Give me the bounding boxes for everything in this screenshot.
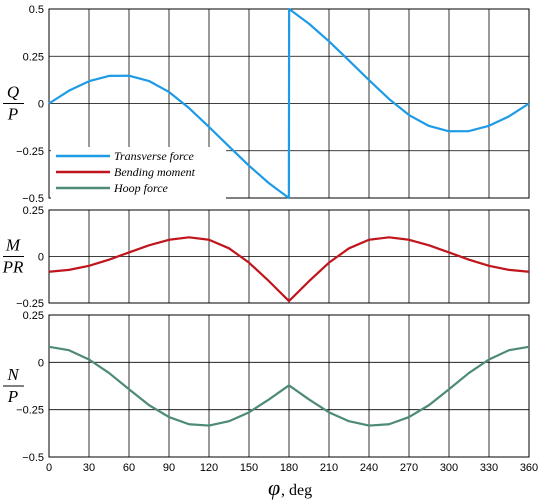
x-ticks: 0 30 60 90 120 150 180 210 240 270 300 330 360 (46, 462, 538, 474)
x-tick-label: 90 (163, 462, 175, 474)
panels: 0.50.250−0.25−0.5QP0.250−0.25MPR0.250−0.… (2, 4, 539, 474)
y-tick-label: 0.25 (23, 310, 44, 322)
x-tick-label: 30 (83, 462, 95, 474)
x-tick-label: 210 (320, 462, 338, 474)
panel-frame (48, 209, 530, 304)
y-tick-label: 0 (38, 252, 44, 264)
legend-label-hoop-force: Hoop force (113, 181, 169, 195)
legend-label-bending-moment: Bending moment (114, 165, 196, 179)
legend-label-transverse-force: Transverse force (114, 149, 195, 163)
series-line-3 (48, 345, 530, 427)
series-line-1 (48, 7, 530, 200)
y-axis-label-numerator: N (6, 365, 20, 384)
x-tick-label: 180 (280, 462, 298, 474)
y-tick-label: 0.5 (29, 4, 44, 16)
panel-frame (48, 314, 530, 458)
y-tick-label: −0.25 (16, 298, 44, 310)
legend: Transverse force Bending moment Hoop for… (51, 147, 226, 199)
panel-1: 0.5 0.25 0 −0.25 −0.5 QP (3, 4, 530, 205)
y-tick-label: 0 (38, 99, 44, 111)
x-tick-label: 330 (480, 462, 498, 474)
y-tick-label: 0.25 (23, 51, 44, 63)
y-tick-label: −0.25 (16, 146, 44, 158)
x-tick-label: 60 (123, 462, 135, 474)
x-tick-label: 270 (400, 462, 418, 474)
y-tick-label: 0.25 (23, 205, 44, 217)
y-tick-label: −0.5 (22, 193, 44, 205)
panel-3: 0.25 0 −0.25 −0.5 NP (3, 310, 530, 464)
x-tick-label: 0 (46, 462, 52, 474)
y-axis-label-denominator: P (7, 387, 18, 406)
y-tick-label: −0.25 (16, 405, 44, 417)
x-tick-label: 150 (240, 462, 258, 474)
y-tick-label: −0.5 (22, 452, 44, 464)
y-axis-label-numerator: M (5, 236, 21, 255)
x-tick-label: 360 (520, 462, 538, 474)
panel-2: 0.25 0 −0.25 M PR (2, 205, 530, 310)
x-tick-label: 240 (360, 462, 378, 474)
x-axis-label-symbol: φ (268, 475, 280, 500)
y-axis-label-denominator: P (7, 105, 18, 124)
x-axis-label-unit: , deg (281, 482, 312, 499)
series-line-2 (48, 236, 530, 303)
x-tick-label: 300 (440, 462, 458, 474)
y-axis-label-numerator: Q (7, 83, 19, 102)
y-tick-label: 0 (38, 357, 44, 369)
x-tick-label: 120 (200, 462, 218, 474)
x-axis-label: φ , deg (268, 475, 312, 500)
y-axis-label-denominator: PR (2, 258, 24, 277)
